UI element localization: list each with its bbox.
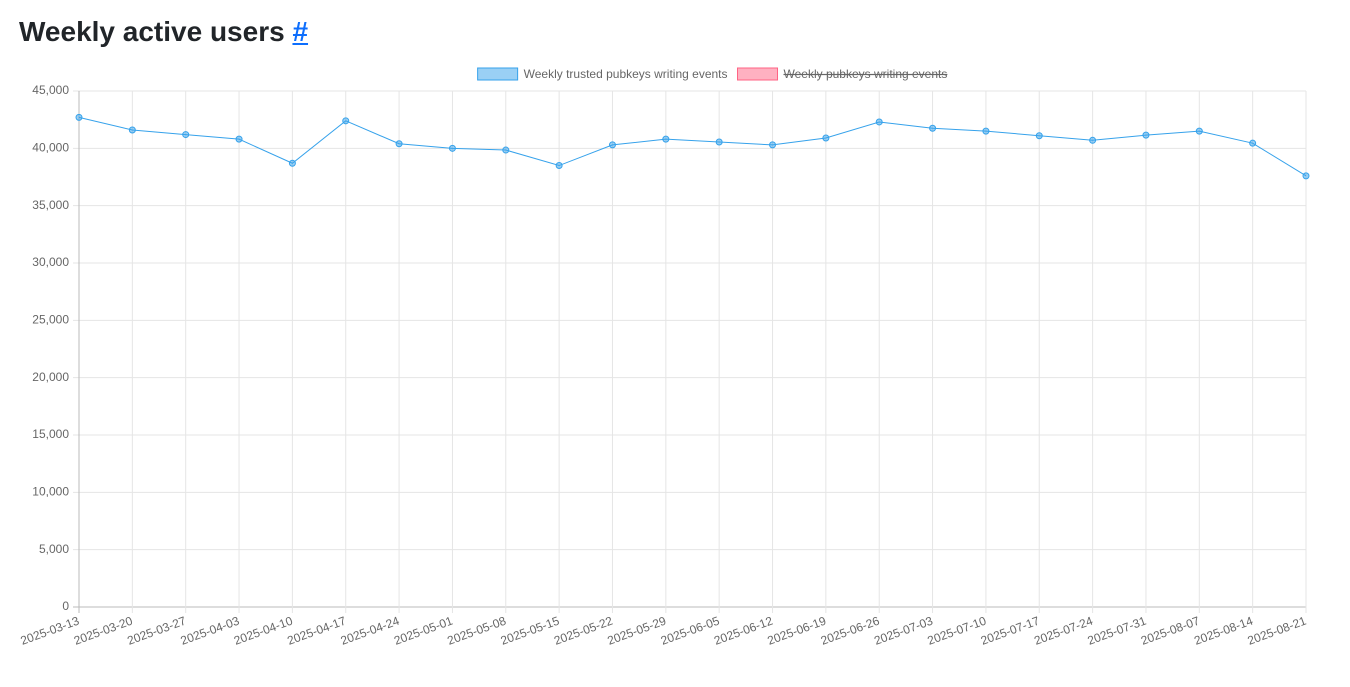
x-tick-label: 2025-07-03 — [872, 614, 935, 648]
y-tick-label: 45,000 — [32, 83, 69, 97]
data-point — [182, 131, 190, 139]
y-tick-label: 25,000 — [32, 313, 69, 327]
data-point — [662, 135, 670, 143]
x-tick-label: 2025-04-17 — [285, 614, 348, 648]
y-tick-label: 15,000 — [32, 427, 69, 441]
data-point — [342, 117, 350, 125]
x-tick-label: 2025-06-12 — [712, 614, 775, 648]
data-point — [1089, 136, 1097, 144]
x-tick-label: 2025-05-22 — [552, 614, 615, 648]
data-point — [448, 144, 456, 152]
x-tick-label: 2025-04-24 — [339, 614, 402, 648]
x-tick-label: 2025-04-03 — [179, 614, 242, 648]
x-tick-label: 2025-05-15 — [499, 614, 562, 648]
x-tick-label: 2025-03-13 — [19, 614, 82, 648]
x-tick-label: 2025-07-31 — [1086, 614, 1149, 648]
y-tick-label: 30,000 — [32, 255, 69, 269]
x-tick-label: 2025-07-24 — [1032, 614, 1095, 648]
legend-label: Weekly trusted pubkeys writing events — [524, 67, 728, 81]
x-tick-label: 2025-05-08 — [445, 614, 508, 648]
y-tick-label: 40,000 — [32, 141, 69, 155]
data-point — [875, 118, 883, 126]
x-tick-label: 2025-08-21 — [1246, 614, 1309, 648]
data-point — [769, 141, 777, 149]
series-line — [78, 116, 1307, 177]
y-tick-label: 20,000 — [32, 370, 69, 384]
x-tick-label: 2025-06-26 — [819, 614, 882, 648]
data-point — [1142, 131, 1150, 139]
legend-swatch — [737, 67, 779, 81]
data-point — [395, 140, 403, 148]
data-point — [75, 113, 83, 121]
data-point — [235, 135, 243, 143]
x-tick-label: 2025-03-20 — [72, 614, 135, 648]
data-point — [1035, 132, 1043, 140]
y-tick-label: 10,000 — [32, 485, 69, 499]
data-point — [1195, 127, 1203, 135]
x-tick-label: 2025-06-19 — [766, 614, 829, 648]
y-tick-label: 0 — [62, 599, 69, 613]
x-tick-label: 2025-08-14 — [1192, 614, 1255, 648]
legend-swatch — [477, 67, 519, 81]
data-point — [128, 126, 136, 134]
data-point — [822, 134, 830, 142]
x-tick-label: 2025-04-10 — [232, 614, 295, 648]
x-tick-label: 2025-07-10 — [926, 614, 989, 648]
title-text: Weekly active users — [19, 16, 285, 47]
data-point — [715, 138, 723, 146]
data-point — [608, 141, 616, 149]
data-point — [1302, 172, 1310, 180]
x-tick-label: 2025-06-05 — [659, 614, 722, 648]
x-tick-label: 2025-07-17 — [979, 614, 1042, 648]
x-tick-label: 2025-03-27 — [125, 614, 188, 648]
data-point — [288, 159, 296, 167]
y-tick-label: 35,000 — [32, 198, 69, 212]
data-point — [555, 162, 563, 170]
x-tick-label: 2025-05-29 — [605, 614, 668, 648]
x-tick-label: 2025-05-01 — [392, 614, 455, 648]
data-point — [1249, 139, 1257, 147]
legend-label: Weekly pubkeys writing events — [784, 67, 948, 81]
data-point — [982, 127, 990, 135]
anchor-link[interactable]: # — [292, 16, 309, 47]
y-tick-label: 5,000 — [39, 542, 69, 556]
x-tick-label: 2025-08-07 — [1139, 614, 1202, 648]
section-title: Weekly active users # — [19, 16, 308, 48]
data-point — [929, 124, 937, 132]
data-point — [502, 146, 510, 154]
